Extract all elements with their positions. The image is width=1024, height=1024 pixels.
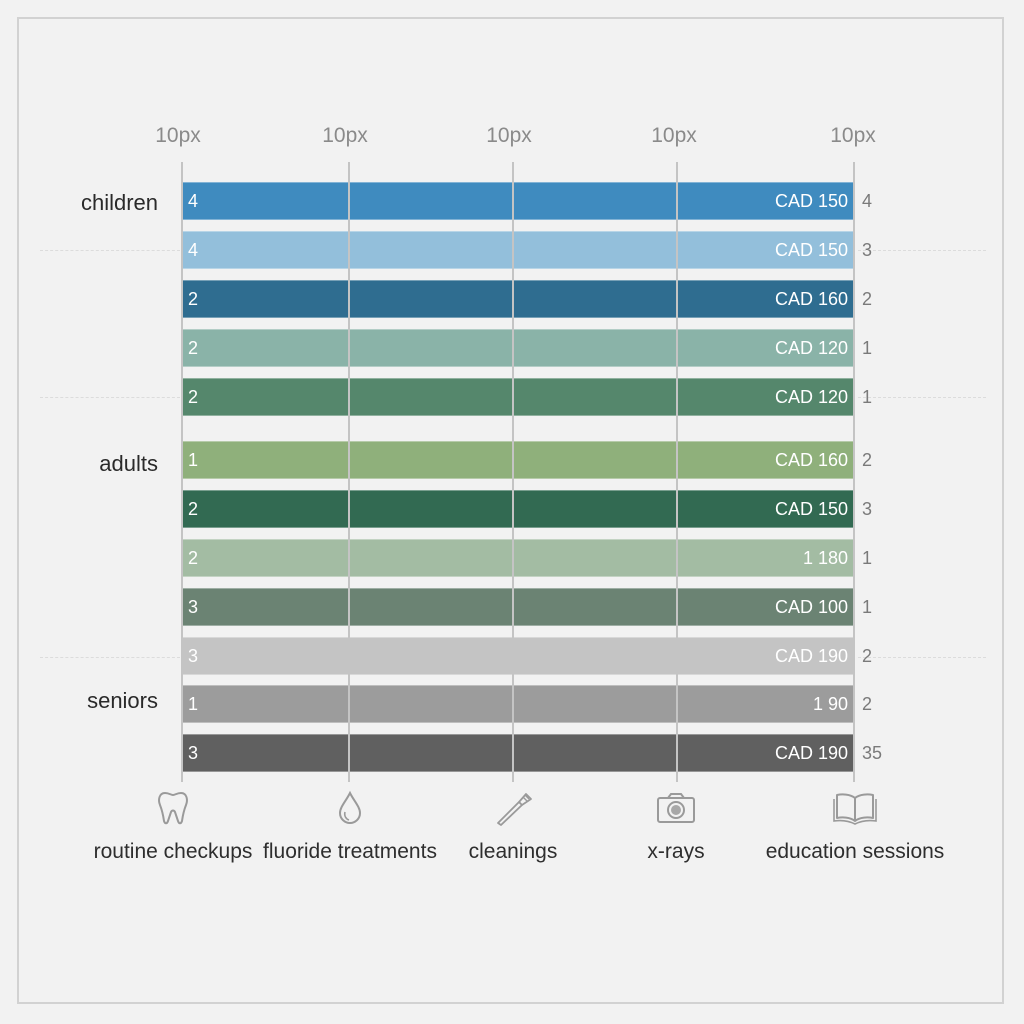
- tooth-icon: [158, 791, 188, 825]
- bar-outside-value: 35: [862, 743, 883, 763]
- top-tick-label: 10px: [830, 124, 876, 147]
- category-label: routine checkups: [93, 840, 253, 863]
- bar-right-label: CAD 100: [774, 597, 848, 617]
- bar-adults-2: 2 CAD 150: [182, 490, 854, 528]
- bar-left-value: 2: [188, 548, 199, 568]
- bar-right-label: CAD 160: [774, 450, 848, 470]
- category-label: x-rays: [647, 840, 705, 863]
- bar-outside-value: 1: [862, 338, 873, 358]
- top-tick-label: 10px: [322, 124, 368, 147]
- group-separator: [858, 397, 986, 398]
- bar-children-5: 2 CAD 120: [182, 378, 854, 416]
- bar-adults-3: 2 1 180: [182, 539, 854, 577]
- bar-right-label: CAD 160: [774, 289, 848, 309]
- bar-left-value: 2: [188, 499, 199, 519]
- bar-right-label: 1 180: [802, 548, 848, 568]
- group-separator: [40, 250, 180, 251]
- bar-outside-value: 2: [862, 450, 873, 470]
- droplet-icon: [338, 790, 362, 825]
- top-tick-label: 10px: [155, 124, 201, 147]
- bar-left-value: 2: [188, 338, 199, 358]
- category-routine-checkups: routine checkups: [73, 790, 273, 865]
- bar-right-label: CAD 150: [774, 240, 848, 260]
- group-separator: [40, 657, 180, 658]
- group-label-children: children: [80, 190, 158, 215]
- bar-right-label: CAD 150: [774, 499, 848, 519]
- category-label: fluoride treatments: [263, 840, 437, 863]
- bar-right-label: CAD 120: [774, 338, 848, 358]
- bar-seniors-3: 3 CAD 190: [182, 734, 854, 772]
- bar-children-2: 4 CAD 150: [182, 231, 854, 269]
- bar-left-value: 3: [188, 646, 199, 666]
- bar-seniors-1: 3 CAD 190: [182, 637, 854, 675]
- group-separator: [858, 657, 986, 658]
- bar-adults-1: 1 CAD 160: [182, 441, 854, 479]
- top-tick-label: 10px: [486, 124, 532, 147]
- bar-seniors-2: 1 1 90: [182, 685, 854, 723]
- bar-left-value: 2: [188, 289, 199, 309]
- bar-outside-value: 2: [862, 289, 873, 309]
- bar-outside-value: 3: [862, 499, 873, 519]
- category-label: cleanings: [468, 840, 558, 863]
- bar-outside-value: 1: [862, 548, 873, 568]
- top-tick-label: 10px: [651, 124, 697, 147]
- gridline: [512, 162, 514, 782]
- category-cleanings: cleanings: [413, 790, 613, 865]
- group-separator: [858, 250, 986, 251]
- bar-adults-4: 3 CAD 100: [182, 588, 854, 626]
- bar-children-3: 2 CAD 160: [182, 280, 854, 318]
- book-icon: [833, 793, 877, 825]
- bar-right-label: 1 90: [812, 694, 848, 714]
- bar-right-label: CAD 150: [774, 191, 848, 211]
- bar-left-value: 1: [188, 450, 199, 470]
- camera-icon: [657, 793, 695, 823]
- toothbrush-icon: [497, 793, 532, 826]
- bar-outside-value: 1: [862, 597, 873, 617]
- bar-right-label: CAD 190: [774, 646, 848, 666]
- bar-outside-value: 1: [862, 387, 873, 407]
- bar-children-4: 2 CAD 120: [182, 329, 854, 367]
- bar-outside-value: 4: [862, 191, 873, 211]
- gridline: [676, 162, 678, 782]
- category-label: education sessions: [765, 840, 945, 863]
- gridline: [181, 162, 183, 782]
- bar-left-value: 2: [188, 387, 199, 407]
- group-separator: [40, 397, 180, 398]
- bar-right-label: CAD 190: [774, 743, 848, 763]
- category-education-sessions: education sessions: [755, 790, 955, 865]
- bar-left-value: 1: [188, 694, 199, 714]
- bar-left-value: 3: [188, 743, 199, 763]
- category-fluoride-treatments: fluoride treatments: [250, 790, 450, 865]
- group-label-seniors: seniors: [87, 688, 158, 713]
- bar-left-value: 4: [188, 240, 199, 260]
- bar-left-value: 4: [188, 191, 199, 211]
- bar-outside-value: 2: [862, 646, 873, 666]
- bar-right-label: CAD 120: [774, 387, 848, 407]
- bar-children-1: 4 CAD 150: [182, 182, 854, 220]
- category-x-rays: x-rays: [576, 790, 776, 865]
- gridline: [348, 162, 350, 782]
- gridline: [853, 162, 855, 782]
- bar-outside-value: 2: [862, 694, 873, 714]
- bar-left-value: 3: [188, 597, 199, 617]
- group-label-adults: adults: [99, 451, 158, 476]
- bar-outside-value: 3: [862, 240, 873, 260]
